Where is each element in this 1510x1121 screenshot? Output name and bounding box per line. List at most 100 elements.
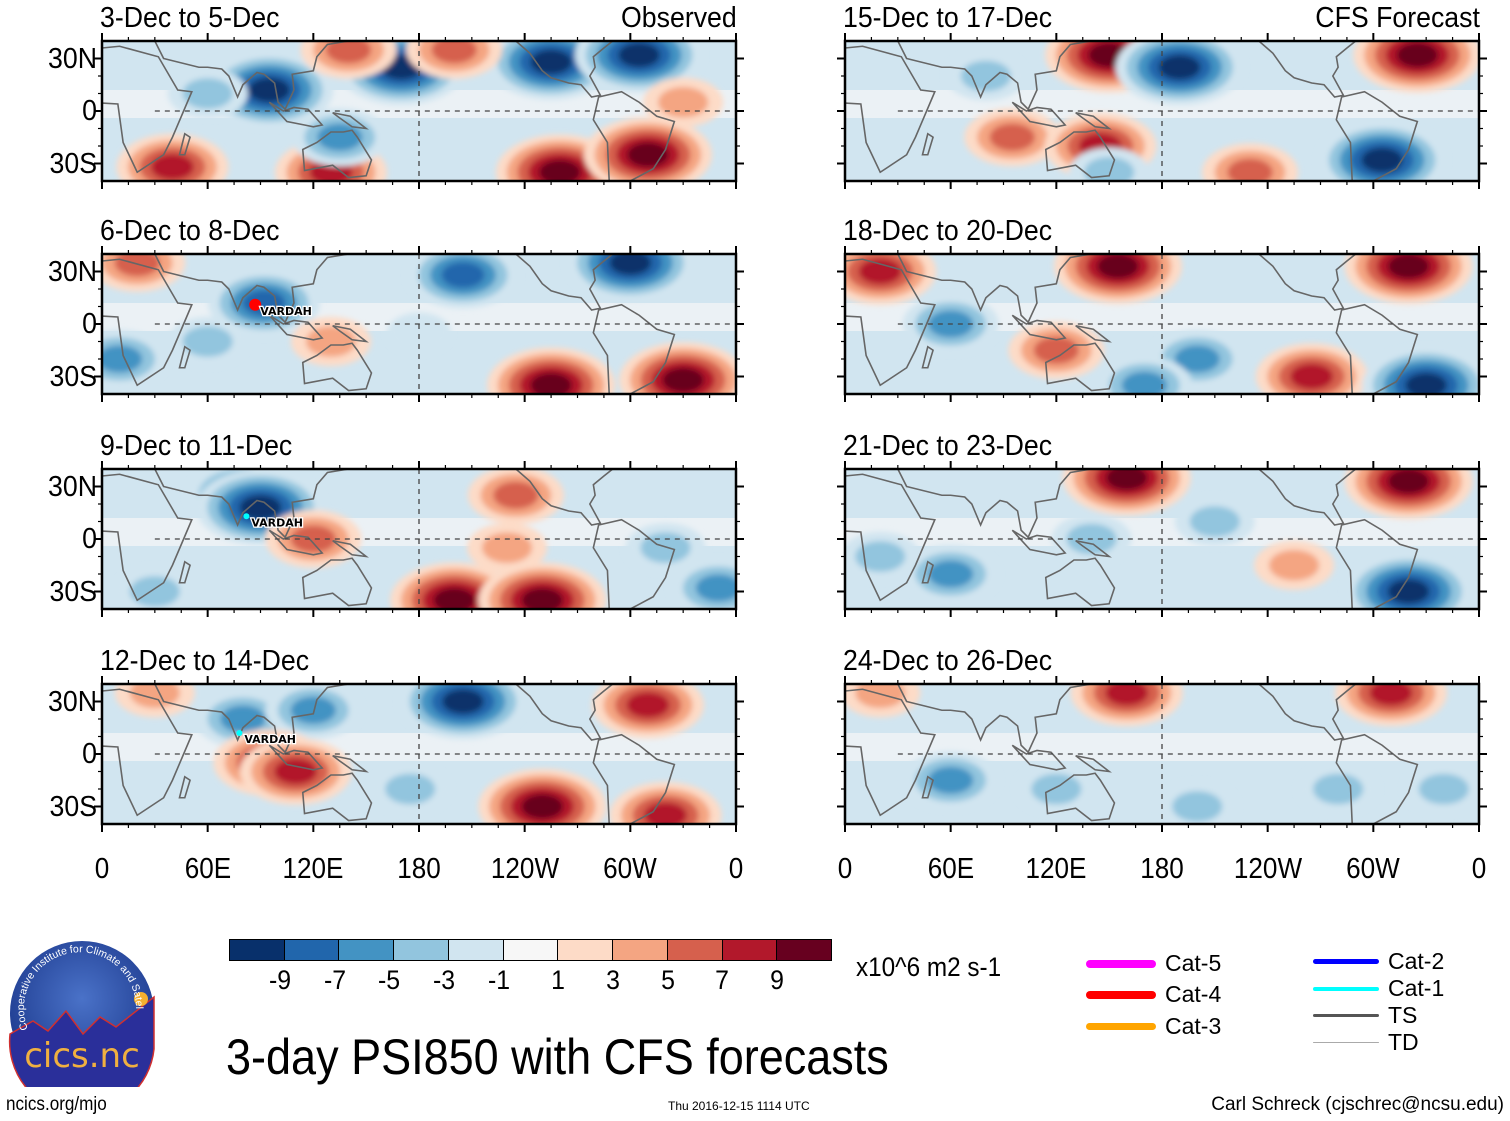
coastline xyxy=(1011,314,1067,341)
coastline xyxy=(1335,518,1419,609)
coastline xyxy=(153,254,349,324)
colorbar-tick-label: -5 xyxy=(378,965,401,995)
negative-anomaly-contour xyxy=(441,262,485,288)
legend-line-swatch xyxy=(1086,1023,1156,1030)
negative-anomaly-contour xyxy=(855,541,906,572)
coastline xyxy=(178,775,191,799)
coastline xyxy=(845,473,936,602)
positive-anomaly-contour xyxy=(325,41,372,64)
coastline xyxy=(1335,733,1419,824)
panel-period-title: 3-Dec to 5-Dec xyxy=(100,2,280,34)
coastline xyxy=(592,303,676,394)
coastline xyxy=(332,111,369,130)
negative-anomaly-contour xyxy=(1172,791,1223,822)
positive-anomaly-contour xyxy=(521,587,564,609)
main-title: 3-day PSI850 with CFS forecasts xyxy=(226,1029,889,1085)
legend-item-cat-1: Cat-1 xyxy=(1313,975,1444,1002)
coastline xyxy=(1044,342,1116,392)
latitude-label: 30N xyxy=(48,685,97,718)
coastline xyxy=(153,41,349,111)
negative-anomaly-contour xyxy=(1361,147,1403,173)
colorbar-tick-label: 1 xyxy=(550,965,565,995)
latitude-label: 30S xyxy=(49,360,97,393)
colorbar-tick-label: -1 xyxy=(488,965,511,995)
legend-label: TS xyxy=(1388,1002,1418,1028)
psi850-anomaly-map xyxy=(94,33,744,189)
cics-logo: Cooperative Institute for Climate and Sa… xyxy=(8,939,155,1087)
colorbar-tick-label: -9 xyxy=(268,965,291,995)
coastline xyxy=(896,469,1092,539)
negative-anomaly-contour xyxy=(442,689,484,714)
latitude-label: 30S xyxy=(49,147,97,180)
logo-text: cics.nc xyxy=(24,1036,140,1076)
negative-anomaly-contour xyxy=(960,60,1011,92)
latitude-label: 30N xyxy=(48,42,97,75)
psi850-anomaly-map: VARDAH xyxy=(94,461,744,617)
coastline xyxy=(1257,469,1358,526)
negative-anomaly-contour xyxy=(129,576,180,607)
legend-line-swatch xyxy=(1086,990,1156,999)
legend-line-swatch xyxy=(1086,959,1156,968)
longitude-label: 0 xyxy=(94,853,110,885)
legend-item-td: TD xyxy=(1313,1029,1419,1056)
coastline xyxy=(1335,303,1419,394)
colorbar-swatch xyxy=(503,940,559,960)
positive-anomaly-contour xyxy=(290,525,336,553)
colorbar-swatch xyxy=(613,940,668,960)
positive-anomaly-contour xyxy=(482,532,533,564)
coastline xyxy=(268,314,324,341)
latitude-label: 0 xyxy=(82,308,97,340)
coastline xyxy=(102,688,193,817)
legend-item-ts: TS xyxy=(1313,1002,1417,1029)
longitude-label: 120E xyxy=(282,853,344,885)
legend-label: TD xyxy=(1388,1029,1419,1055)
negative-anomaly-contour xyxy=(1158,54,1201,80)
positive-anomaly-contour xyxy=(1105,684,1149,706)
positive-anomaly-contour xyxy=(1396,42,1439,68)
positive-anomaly-contour xyxy=(431,41,477,64)
longitude-label: 0 xyxy=(1471,853,1487,885)
positive-anomaly-contour xyxy=(305,326,356,357)
positive-anomaly-contour xyxy=(1290,363,1334,390)
longitude-label: 180 xyxy=(1140,853,1184,885)
positive-anomaly-contour xyxy=(1387,469,1430,494)
coastline xyxy=(1044,129,1116,179)
positive-anomaly-contour xyxy=(539,159,581,181)
coastline xyxy=(268,529,324,556)
coastline xyxy=(1075,754,1112,773)
coastline xyxy=(514,41,615,98)
coastline xyxy=(1075,539,1112,558)
positive-anomaly-contour xyxy=(1105,469,1148,491)
coastline xyxy=(1075,111,1112,130)
positive-anomaly-contour xyxy=(530,372,572,394)
coastline xyxy=(1044,772,1116,822)
negative-anomaly-contour xyxy=(928,560,974,588)
colorbar xyxy=(229,939,832,961)
coastline xyxy=(1011,101,1067,128)
legend-line-swatch xyxy=(1313,1041,1379,1044)
colorbar-tick-label: 9 xyxy=(770,965,785,995)
legend-line-swatch xyxy=(1313,986,1379,991)
coastline xyxy=(921,775,934,799)
coastline xyxy=(514,469,615,526)
colorbar-swatch xyxy=(722,940,778,960)
colorbar-tick-label: 5 xyxy=(660,965,675,995)
psi850-anomaly-map xyxy=(837,676,1487,832)
site-url[interactable]: ncics.org/mjo xyxy=(6,1094,107,1115)
storm-name-label: VARDAH xyxy=(260,305,312,318)
positive-anomaly-contour xyxy=(1369,684,1413,706)
panel-period-title: 18-Dec to 20-Dec xyxy=(843,215,1053,247)
storm-track-marker xyxy=(236,730,243,736)
coastline xyxy=(1075,324,1112,343)
negative-anomaly-contour xyxy=(695,574,736,602)
positive-anomaly-contour xyxy=(662,367,704,393)
coastline xyxy=(1257,254,1358,311)
legend-item-cat-4: Cat-4 xyxy=(1086,981,1221,1008)
colorbar-swatch xyxy=(667,940,723,960)
coastline xyxy=(268,101,324,128)
colorbar-swatch xyxy=(448,940,504,960)
negative-anomaly-contour xyxy=(640,532,691,564)
colorbar-swatch xyxy=(558,940,614,960)
negative-anomaly-contour xyxy=(1418,773,1469,805)
colorbar-swatch xyxy=(339,940,395,960)
